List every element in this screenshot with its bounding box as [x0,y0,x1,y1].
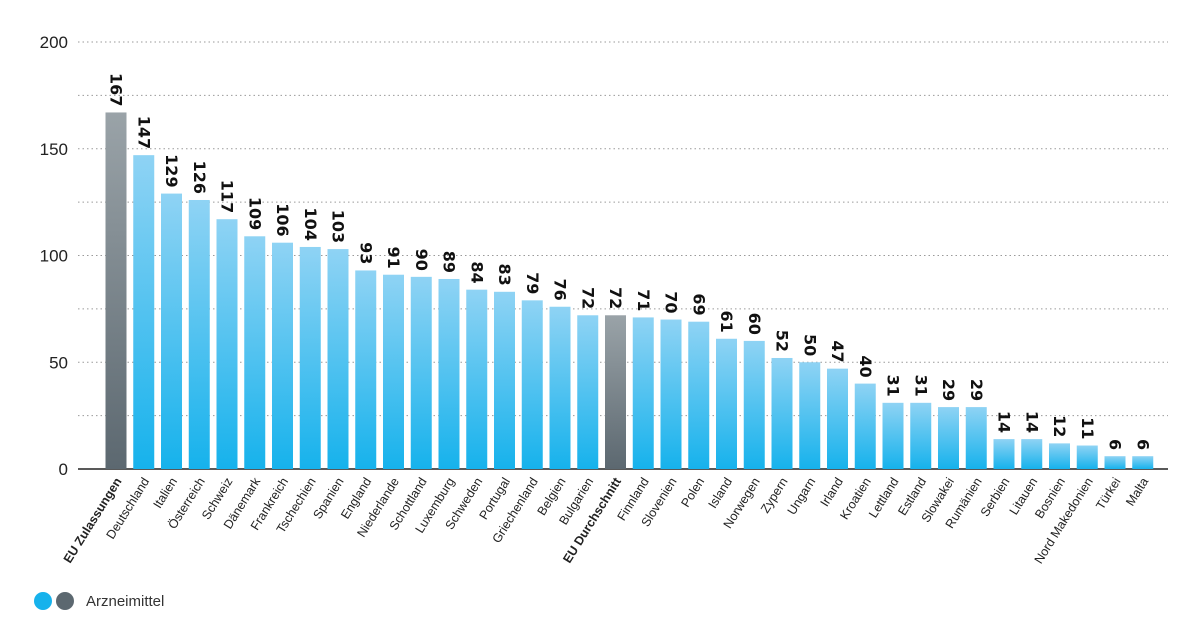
bar [771,357,793,469]
bar [743,340,765,469]
bar [965,407,987,469]
bar [1104,456,1126,469]
value-label: 69 [689,293,708,315]
bar [105,112,127,469]
bar [133,155,155,469]
value-label: 52 [773,330,792,352]
value-label: 84 [467,261,486,283]
bar [660,319,682,469]
bar [327,249,349,469]
value-label: 129 [162,154,181,187]
value-label: 167 [107,73,126,106]
bar [605,315,626,469]
value-label: 79 [523,272,542,294]
value-label: 6 [1133,439,1152,450]
value-label: 109 [245,197,264,230]
bar [1076,445,1098,469]
y-tick-label: 100 [40,247,68,266]
value-label: 12 [1050,415,1069,437]
value-label: 106 [273,203,292,236]
bar [466,289,488,469]
x-axis-labels: EU ZulassungenDeutschlandItalienÖsterrei… [61,474,1152,566]
bar [494,291,515,469]
bar [188,199,210,470]
value-label: 90 [412,249,431,271]
value-label: 91 [384,246,403,268]
bar [161,193,182,469]
legend-dot-blue [34,592,52,610]
bar [299,246,321,469]
value-label: 31 [911,375,930,397]
x-tick-label: Italien [150,475,180,511]
x-tick-label: Island [705,475,735,511]
value-label: 126 [190,161,209,194]
bar [383,274,404,469]
bar [910,402,932,469]
bar [1049,443,1070,469]
x-tick-label: Malta [1123,475,1151,508]
bar [438,278,460,469]
x-tick-label: Irland [818,475,846,509]
bar [688,321,710,469]
value-label: 117 [218,180,237,213]
value-label: 103 [329,210,348,243]
value-label: 11 [1078,417,1097,439]
bar [799,362,821,469]
x-tick-label: Ungarn [785,475,819,517]
legend: Arzneimittel [34,592,164,610]
value-label: 14 [995,411,1014,433]
value-label: 29 [967,379,986,401]
value-label: 6 [1106,439,1125,450]
value-label: 40 [856,355,875,377]
value-label: 72 [578,287,597,309]
bar [1132,456,1154,469]
bar [410,276,432,469]
legend-label: Arzneimittel [86,592,165,610]
y-tick-label: 150 [40,140,68,159]
legend-dot-gray [56,592,74,610]
bar [272,242,293,469]
bar [355,270,377,469]
bar [882,402,904,469]
x-tick-label: Polen [678,475,707,510]
bar [244,236,266,469]
value-label: 76 [551,278,570,300]
y-tick-label: 0 [59,460,68,479]
value-label: 14 [1022,411,1041,433]
bar [521,300,543,469]
value-label: 70 [662,291,681,313]
y-tick-label: 50 [49,353,68,372]
bars [105,112,1154,470]
bar [854,383,876,469]
value-label: 31 [884,375,903,397]
bar [1021,439,1043,469]
bar [549,306,571,469]
bar [216,219,238,469]
y-tick-label: 200 [40,33,68,52]
bar [716,338,737,469]
value-label: 147 [134,116,153,149]
value-label: 50 [800,334,819,356]
value-label: 47 [828,340,847,362]
value-label: 104 [301,208,320,241]
value-label: 89 [440,251,459,273]
bar [577,315,599,469]
y-axis: 0 50 100 150 200 [40,33,68,479]
bar [827,368,848,469]
value-label: 93 [356,242,375,264]
bar [632,317,654,469]
value-label: 60 [745,313,764,335]
value-label: 61 [717,310,736,332]
bar [993,439,1015,469]
value-label: 71 [634,289,653,311]
value-label: 83 [495,264,514,286]
value-label: 72 [606,287,625,309]
x-tick-label: Türkei [1093,475,1123,512]
bar [938,407,959,469]
value-label: 29 [939,379,958,401]
